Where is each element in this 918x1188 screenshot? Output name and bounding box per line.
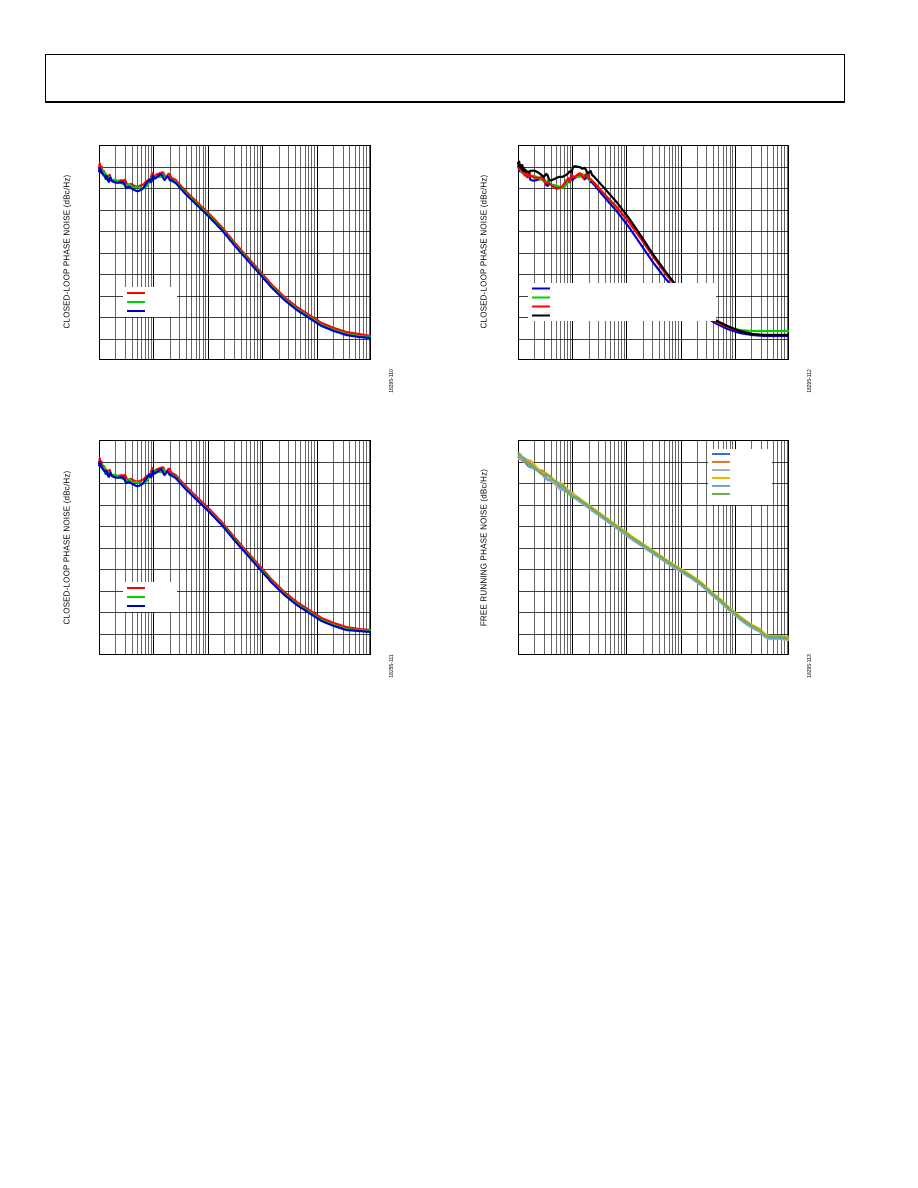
series-group: [97, 457, 372, 634]
chart2-figure-id: 18295-112: [807, 369, 813, 393]
v-grid: [115, 440, 370, 655]
chart2-plot: [516, 145, 789, 360]
chart1-plot: [97, 145, 372, 360]
series-group: [517, 451, 790, 642]
v-grid: [115, 145, 370, 360]
legend-box: [528, 283, 716, 321]
legend: [708, 449, 772, 505]
plot-frame: [518, 145, 789, 360]
v-grid: [534, 440, 788, 655]
chart1-ylabel: CLOSED-LOOP PHASE NOISE (dBc/Hz): [62, 174, 72, 329]
chart1-figure-id: 18295-110: [389, 369, 395, 393]
chart3-ylabel: CLOSED-LOOP PHASE NOISE (dBc/Hz): [62, 470, 72, 625]
chart4-plot: [517, 440, 790, 655]
series-group: [97, 162, 372, 340]
chart3-figure-id: 18295-111: [389, 654, 395, 678]
series-line: [97, 461, 372, 634]
chart4-ylabel: FREE RUNNING PHASE NOISE (dBc/Hz): [479, 468, 489, 627]
chart4-figure-id: 18295-113: [807, 654, 813, 678]
series-group: [516, 160, 789, 338]
legend: [123, 287, 177, 317]
series-line: [516, 160, 789, 337]
v-grid: [534, 145, 788, 360]
legend: [123, 582, 177, 612]
legend: [528, 283, 716, 321]
series-line: [517, 451, 790, 640]
series-line: [97, 167, 372, 340]
chart3-plot: [97, 440, 372, 655]
page-header-box: [45, 54, 845, 103]
chart2-ylabel: CLOSED-LOOP PHASE NOISE (dBc/Hz): [479, 174, 489, 329]
